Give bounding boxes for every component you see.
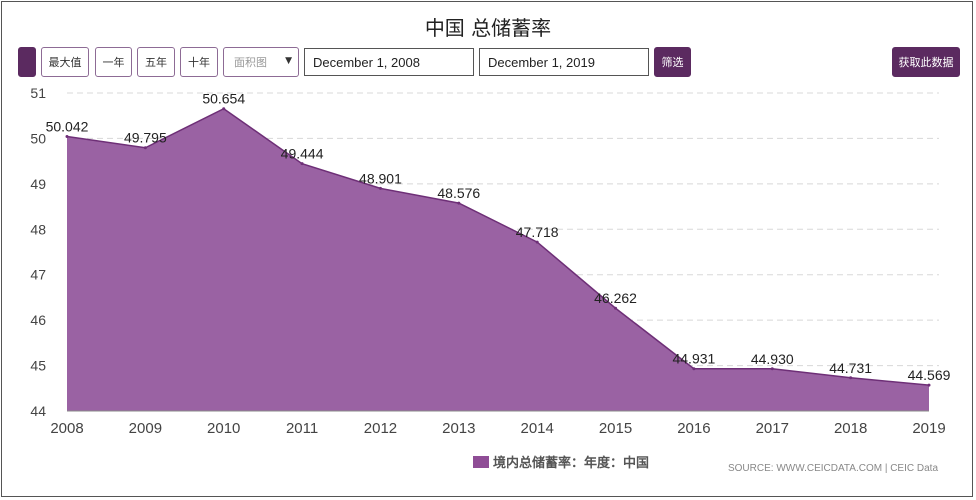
x-tick-label: 2011 bbox=[286, 420, 318, 437]
chart-type-select[interactable]: 面积图 ▼ bbox=[223, 47, 299, 77]
x-tick-label: 2017 bbox=[756, 420, 789, 437]
range-10y-button[interactable]: 十年 bbox=[180, 47, 218, 77]
data-label: 48.901 bbox=[359, 170, 402, 186]
filter-button[interactable]: 筛选 bbox=[654, 47, 691, 77]
data-label: 46.262 bbox=[594, 290, 637, 306]
data-label: 47.718 bbox=[516, 224, 559, 240]
x-tick-label: 2016 bbox=[677, 420, 710, 437]
x-tick-label: 2012 bbox=[364, 420, 397, 437]
data-label: 49.444 bbox=[281, 146, 324, 162]
x-tick-label: 2014 bbox=[520, 420, 553, 437]
data-point bbox=[927, 383, 931, 387]
start-date-input[interactable]: December 1, 2008 bbox=[304, 48, 474, 76]
x-tick-label: 2018 bbox=[834, 420, 867, 437]
series-line bbox=[66, 107, 930, 386]
x-tick-label: 2013 bbox=[442, 420, 475, 437]
y-tick-label: 48 bbox=[30, 221, 46, 237]
data-label: 44.930 bbox=[751, 351, 794, 367]
data-label: 50.654 bbox=[202, 91, 245, 107]
data-label: 44.731 bbox=[829, 360, 872, 376]
chart-title: 中国 总储蓄率 bbox=[424, 16, 552, 40]
y-tick-label: 49 bbox=[30, 176, 46, 192]
data-label: 44.931 bbox=[672, 351, 715, 367]
area-series bbox=[67, 108, 929, 411]
data-label: 44.569 bbox=[908, 367, 951, 383]
data-label: 48.576 bbox=[437, 185, 480, 201]
data-point bbox=[770, 367, 774, 371]
chart-type-select-value: 面积图 bbox=[234, 56, 267, 69]
menu-toggle-button[interactable] bbox=[18, 47, 36, 77]
range-5y-button[interactable]: 五年 bbox=[137, 47, 175, 77]
legend-swatch bbox=[473, 455, 489, 468]
data-label: 50.042 bbox=[46, 119, 89, 135]
data-point bbox=[614, 306, 618, 310]
data-point bbox=[849, 376, 853, 380]
data-point bbox=[378, 186, 382, 190]
x-tick-label: 2015 bbox=[599, 420, 632, 437]
data-point bbox=[535, 240, 539, 244]
range-max-button[interactable]: 最大值 bbox=[41, 47, 89, 77]
x-tick-label: 2010 bbox=[207, 420, 240, 437]
y-tick-label: 46 bbox=[30, 312, 46, 328]
x-tick-label: 2019 bbox=[912, 420, 945, 437]
legend-label: 境内总储蓄率：年度：中国 bbox=[493, 456, 650, 471]
y-tick-label: 44 bbox=[30, 403, 46, 419]
x-tick-label: 2009 bbox=[129, 420, 162, 437]
data-point bbox=[692, 367, 696, 371]
data-point bbox=[65, 135, 69, 139]
end-date-input[interactable]: December 1, 2019 bbox=[479, 48, 649, 76]
range-1y-button[interactable]: 一年 bbox=[95, 47, 132, 77]
y-tick-label: 45 bbox=[30, 358, 46, 374]
data-point bbox=[300, 162, 304, 166]
source-credit: SOURCE: WWW.CEICDATA.COM | CEIC Data bbox=[727, 463, 938, 474]
x-tick-label: 2008 bbox=[50, 420, 83, 437]
chart-legend[interactable]: 境内总储蓄率：年度：中国 bbox=[473, 452, 649, 471]
y-tick-label: 51 bbox=[30, 85, 46, 101]
y-tick-label: 50 bbox=[30, 130, 46, 146]
data-label: 49.795 bbox=[124, 130, 167, 146]
data-point bbox=[222, 107, 226, 111]
data-point bbox=[457, 201, 461, 205]
data-point bbox=[143, 146, 147, 150]
get-data-button[interactable]: 获取此数据 bbox=[892, 47, 960, 77]
y-tick-label: 47 bbox=[30, 267, 46, 283]
chevron-down-icon: ▼ bbox=[285, 56, 292, 66]
